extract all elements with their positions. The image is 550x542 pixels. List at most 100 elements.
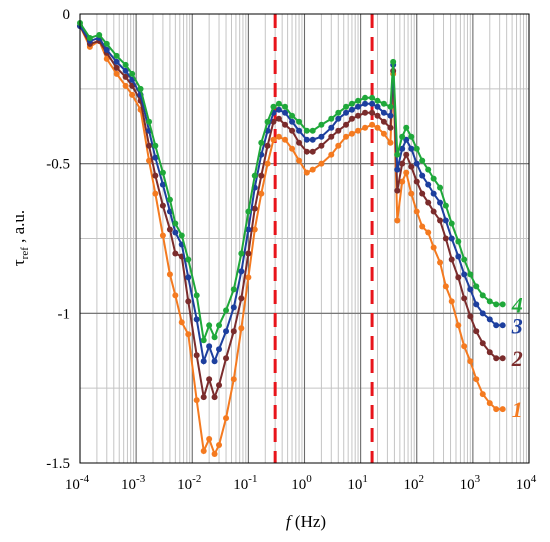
data-point [264,142,271,149]
data-point [309,166,316,173]
data-point [251,205,258,212]
y-tick-label: 0 [63,7,71,23]
data-point [343,121,350,128]
data-point [296,127,303,134]
data-point [185,331,192,338]
data-point [166,271,173,278]
data-point [374,112,381,119]
data-point [178,232,185,239]
data-point [275,115,282,122]
data-point [328,115,335,122]
data-point [137,85,144,92]
data-point [211,334,218,341]
x-axis-title: f (Hz) [286,512,326,531]
data-point [403,169,410,176]
data-point [467,286,474,293]
data-point [275,100,282,107]
data-point [479,310,486,317]
data-point [413,160,420,167]
data-point [408,163,415,170]
data-point [403,151,410,158]
data-point [399,145,406,152]
data-point [318,121,325,128]
data-point [238,295,245,302]
data-point [387,112,394,119]
data-point [461,271,468,278]
data-point [403,124,410,131]
data-point [303,169,310,176]
data-point [493,322,500,329]
data-point [394,187,401,194]
data-point [86,34,93,41]
data-point [399,133,406,140]
data-point [499,355,506,362]
data-point [328,133,335,140]
data-point [318,160,325,167]
data-point [335,109,342,116]
data-point [399,160,406,167]
data-point [473,376,480,383]
data-point [335,127,342,134]
data-point [486,298,493,305]
data-point [309,148,316,155]
data-point [413,208,420,215]
data-point [103,55,110,62]
data-point [185,298,192,305]
data-point [437,217,444,224]
data-point [172,292,179,299]
data-point [430,208,437,215]
data-point [343,133,350,140]
data-point [455,322,462,329]
data-point [362,100,369,107]
data-point [335,115,342,122]
data-point [146,118,153,125]
data-point [437,259,444,266]
series-layer [77,19,506,458]
data-point [419,157,426,164]
data-point [499,322,506,329]
data-point [425,166,432,173]
data-point [245,274,252,281]
data-point [499,301,506,308]
x-tick-label: 10-3 [121,473,146,493]
plot-frame [79,13,530,464]
data-point [159,202,166,209]
data-point [122,82,129,89]
data-point [493,406,500,413]
data-point [216,346,223,353]
data-point [419,190,426,197]
data-point [296,157,303,164]
data-point [166,226,173,233]
data-point [146,157,153,164]
data-point [348,100,355,107]
x-tick-labels: 10-4 10-3 10-2 10-1 100 101 102 103 104 [65,473,537,493]
data-point [129,70,136,77]
data-point [318,133,325,140]
data-point [387,103,394,110]
data-point [355,103,362,110]
data-point [113,64,120,71]
data-point [245,226,252,233]
data-point [394,217,401,224]
data-point [461,343,468,350]
x-tick-label: 104 [516,473,537,493]
data-point [211,451,218,458]
data-point [303,127,310,134]
data-point [238,268,245,275]
data-point [369,94,376,101]
data-point [216,442,223,449]
data-point [296,118,303,125]
data-point [486,349,493,356]
data-point [425,229,432,236]
x-tick-label: 10-1 [233,473,257,493]
data-point [448,256,455,263]
data-point [238,325,245,332]
data-point [467,271,474,278]
data-point [159,181,166,188]
x-tick-label: 101 [347,473,368,493]
data-point [380,100,387,107]
data-point [374,124,381,131]
data-point [394,166,401,173]
data-point [309,127,316,134]
